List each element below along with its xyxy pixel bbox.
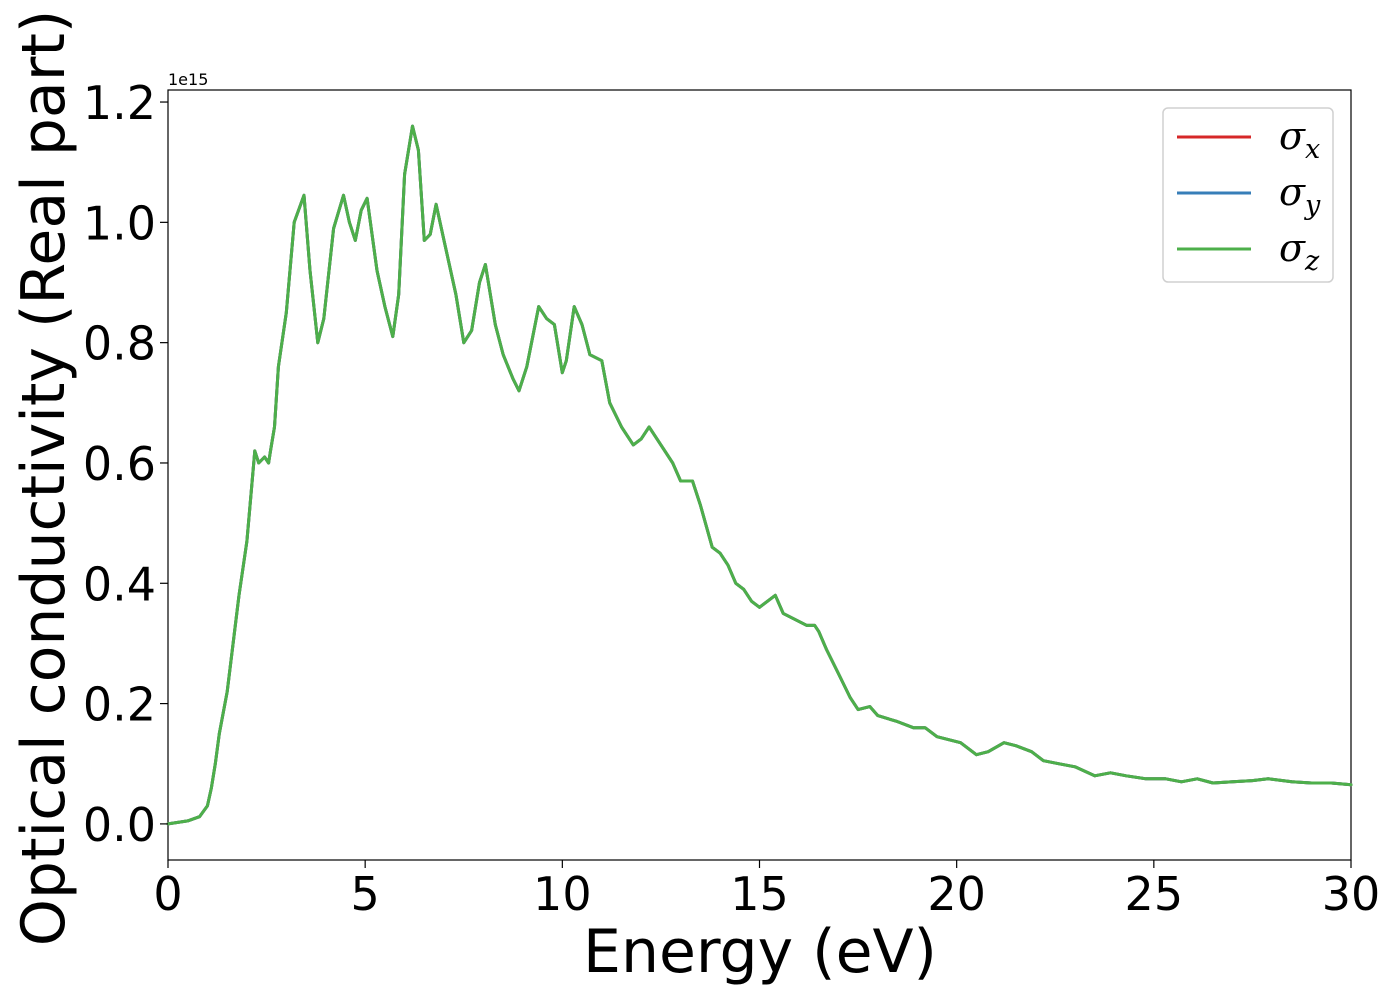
x-tick-label: 15 [730, 867, 789, 921]
y-offset-label: 1e15 [168, 70, 208, 89]
x-tick-label: 10 [533, 867, 592, 921]
y-tick-label: 0.0 [83, 798, 156, 852]
series-layer [166, 124, 1353, 826]
x-axis-title: Energy (eV) [583, 917, 937, 987]
y-tick-label: 0.2 [83, 678, 156, 732]
x-tick-label: 0 [153, 867, 182, 921]
ticks-layer: 0 5 10 15 20 25 30 0.0 0.2 0.4 0.6 0.8 1.0 1.2 [83, 76, 1380, 921]
x-tick-label: 20 [927, 867, 986, 921]
x-tick-label: 25 [1125, 867, 1184, 921]
y-axis-title: Optical conductivity (Real part) [9, 10, 79, 947]
y-tick-label: 0.6 [83, 437, 156, 491]
y-tick-label: 0.4 [83, 557, 156, 611]
y-tick-label: 1.0 [83, 196, 156, 250]
series-line-z [166, 124, 1353, 826]
y-tick-label: 1.2 [83, 76, 156, 130]
legend-box [1162, 107, 1334, 283]
x-tick-label: 30 [1322, 867, 1381, 921]
y-tick-label: 0.8 [83, 317, 156, 371]
x-tick-label: 5 [351, 867, 380, 921]
